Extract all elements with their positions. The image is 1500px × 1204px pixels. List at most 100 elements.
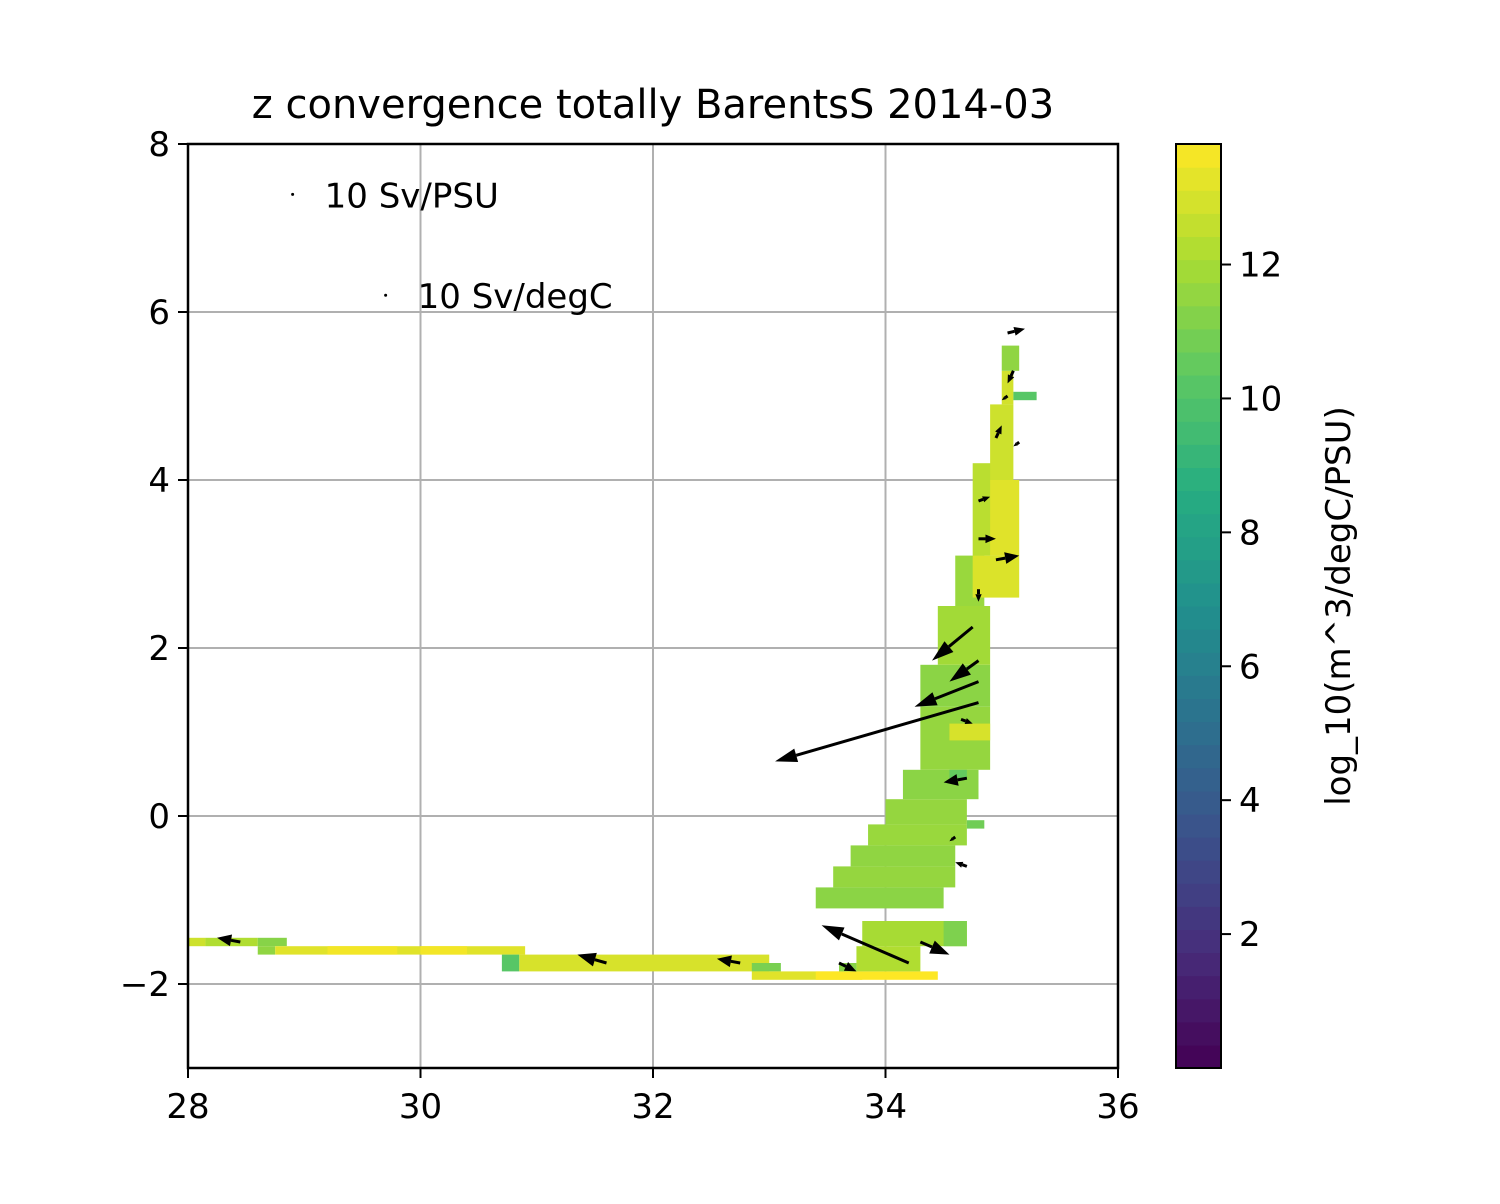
arrow-shaft xyxy=(961,863,968,868)
arrow-head xyxy=(577,952,597,967)
arrow-shaft xyxy=(795,701,979,757)
heatmap-cell xyxy=(205,937,258,947)
arrow-head xyxy=(843,962,857,972)
colorbar-segment xyxy=(1176,1021,1221,1046)
colorbar-tick-label: 12 xyxy=(1239,246,1282,286)
colorbar-segment xyxy=(1176,421,1221,445)
colorbar-segment xyxy=(1176,744,1221,769)
colorbar-tick-label: 2 xyxy=(1239,915,1261,955)
arrow-shaft xyxy=(841,932,910,965)
colorbar-segment xyxy=(1176,282,1221,307)
colorbar-segment xyxy=(1176,190,1221,214)
heatmap-cell xyxy=(420,946,467,955)
heatmap-cell xyxy=(519,954,770,972)
colorbar-segment xyxy=(1176,952,1221,977)
colorbar-segment xyxy=(1176,144,1221,168)
colorbar-segment xyxy=(1176,813,1221,838)
colorbar-segment xyxy=(1176,582,1221,607)
heatmap-cell xyxy=(257,937,287,947)
colorbar-segment xyxy=(1176,790,1221,815)
arrow-shaft xyxy=(994,432,1000,439)
colorbar-segment xyxy=(1176,698,1221,723)
quiver-arrow xyxy=(943,774,968,786)
quiver-arrow xyxy=(217,934,241,947)
heatmap-cell xyxy=(833,866,956,888)
arrow-shaft xyxy=(1009,370,1015,377)
colorbar-tick-label: 10 xyxy=(1239,379,1282,419)
colorbar-segment xyxy=(1176,398,1221,422)
quiver-arrow xyxy=(955,861,968,868)
colorbar-frame xyxy=(1175,143,1222,1069)
colorbar-segment xyxy=(1176,975,1221,1000)
colorbar-segment xyxy=(1176,328,1221,353)
arrow-head xyxy=(995,425,1002,435)
arrow-shaft xyxy=(919,940,933,949)
colorbar-tick-label: 4 xyxy=(1239,781,1261,821)
heatmap-cell xyxy=(501,954,520,972)
heatmap-cell xyxy=(902,769,979,800)
quiver-key-label: 10 Sv/PSU xyxy=(325,176,499,216)
arrow-head xyxy=(982,496,991,503)
quiver-arrow xyxy=(821,925,910,965)
heatmap-cell xyxy=(275,946,526,955)
arrow-shaft xyxy=(1004,394,1009,399)
colorbar-segment xyxy=(1176,883,1221,907)
arrow-shaft xyxy=(730,959,741,965)
arrow-head xyxy=(964,718,973,724)
quiver-key: 10 Sv/degC xyxy=(384,277,613,317)
heatmap-cell xyxy=(972,555,1020,598)
colorbar-segment xyxy=(1176,444,1221,468)
quiver-key-arrow xyxy=(291,192,295,196)
arrow-shaft xyxy=(1007,329,1015,335)
colorbar-segment xyxy=(1176,906,1221,930)
x-tick-label: 36 xyxy=(1096,1087,1139,1127)
heatmap-cell xyxy=(850,845,956,867)
colorbar-segment xyxy=(1176,675,1221,699)
heatmap-cell xyxy=(815,971,938,980)
quiver-key: 10 Sv/PSU xyxy=(291,176,499,216)
arrow-head xyxy=(1004,552,1020,564)
heatmap-cell xyxy=(949,769,967,779)
arrow-shaft xyxy=(594,958,607,965)
colorbar-segment xyxy=(1176,767,1221,792)
colorbar-segment xyxy=(1176,929,1221,954)
heatmap-cell xyxy=(885,799,967,825)
x-tick-label: 30 xyxy=(399,1087,442,1127)
arrow-shaft xyxy=(957,776,968,782)
x-tick-label: 34 xyxy=(864,1087,907,1127)
colorbar-segment xyxy=(1176,606,1221,630)
heatmap-cell xyxy=(868,824,967,846)
heatmap-cell xyxy=(257,946,276,955)
chart-title: z convergence totally BarentsS 2014-03 xyxy=(252,82,1054,128)
colorbar-segment xyxy=(1176,513,1221,538)
heatmap-cell xyxy=(1001,370,1014,405)
y-tick-label: 6 xyxy=(148,293,170,333)
colorbar-segment xyxy=(1176,213,1221,237)
heatmap-cell xyxy=(1001,345,1020,371)
quiver-arrow xyxy=(960,717,973,724)
heatmap-cell xyxy=(815,887,944,909)
quiver-arrow xyxy=(994,425,1002,439)
quiver-arrow xyxy=(838,961,857,972)
heatmap-cell xyxy=(990,404,1014,480)
heatmap-cell xyxy=(949,723,991,741)
colorbar-segment xyxy=(1176,536,1221,561)
x-tick-label: 32 xyxy=(631,1087,674,1127)
arrow-head xyxy=(217,934,233,947)
arrow-shaft xyxy=(1015,440,1021,446)
heatmap-cell xyxy=(990,480,1020,556)
quiver-arrow xyxy=(914,680,980,707)
quiver-arrow xyxy=(1013,440,1021,447)
arrow-head xyxy=(821,925,845,941)
colorbar-segment xyxy=(1176,375,1221,399)
colorbar-segment xyxy=(1176,259,1221,284)
arrow-shaft xyxy=(965,659,980,671)
quiver-arrow xyxy=(1007,370,1015,384)
colorbar-segment xyxy=(1176,721,1221,746)
heatmap-cell xyxy=(188,937,206,947)
heatmap-cell xyxy=(856,946,921,972)
heatmap-cell xyxy=(327,946,398,955)
colorbar-segment xyxy=(1176,236,1221,261)
